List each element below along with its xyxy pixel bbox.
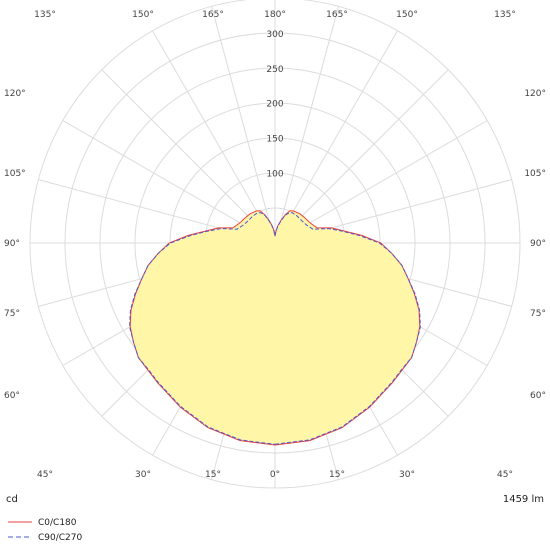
angle-label-left: 105°: [4, 169, 26, 179]
angle-label-right: 75°: [530, 309, 546, 319]
angle-label-bottom: 30°: [135, 470, 151, 480]
intensity-fill: [130, 210, 420, 445]
angle-label-right: 105°: [524, 169, 546, 179]
flux-label: 1459 lm: [503, 494, 544, 505]
grid-spoke: [101, 69, 276, 244]
angle-label-left: 120°: [4, 89, 26, 99]
angle-label-top: 165°: [326, 10, 348, 20]
legend-label-c90-c270: C90/C270: [38, 533, 83, 543]
legend-label-c0-c180: C0/C180: [38, 518, 77, 528]
radial-tick-label: 200: [266, 100, 283, 110]
unit-label: cd: [6, 494, 18, 505]
grid-spoke: [274, 69, 449, 244]
series-curve-c90-c270: [129, 212, 421, 445]
angle-label-bottom: 15°: [329, 470, 345, 480]
angle-label-right: 60°: [530, 391, 546, 401]
angle-label-top: 135°: [34, 10, 56, 20]
angle-label-top: 150°: [396, 10, 418, 20]
angle-label-left: 60°: [4, 391, 20, 401]
light-distribution-fill: [130, 210, 420, 445]
angle-label-bottom: 45°: [37, 470, 53, 480]
angle-label-left: 90°: [4, 239, 20, 249]
legend: C0/C180 C90/C270: [8, 518, 83, 543]
angle-label-bottom: 30°: [399, 470, 415, 480]
radial-tick-label: 150: [266, 135, 283, 145]
grid-spoke: [152, 30, 276, 244]
angle-label-top: 165°: [202, 10, 224, 20]
angle-label-bottom: 15°: [205, 470, 221, 480]
grid-spoke: [211, 6, 276, 244]
radial-tick-label: 250: [266, 65, 283, 75]
radial-tick-labels: 100 150 200 250 300: [266, 30, 283, 179]
angle-label-top: 135°: [494, 10, 516, 20]
intensity-curves: [129, 210, 421, 446]
radial-tick-label: 100: [266, 169, 283, 179]
angle-label-top: 150°: [132, 10, 154, 20]
angle-label-left: 75°: [4, 309, 20, 319]
angle-label-top: 180°: [264, 10, 286, 20]
grid-spoke: [274, 6, 339, 244]
radial-tick-label: 300: [266, 30, 283, 40]
angle-labels: 45° 30° 15° 0° 15° 30° 45° 135° 150° 165° 180° 165°…: [4, 10, 546, 480]
grid-spoke: [274, 30, 398, 244]
angle-label-right: 90°: [530, 239, 546, 249]
angle-label-right: 120°: [524, 89, 546, 99]
angle-label-bottom: 0°: [270, 470, 280, 480]
angle-label-bottom: 45°: [497, 470, 513, 480]
